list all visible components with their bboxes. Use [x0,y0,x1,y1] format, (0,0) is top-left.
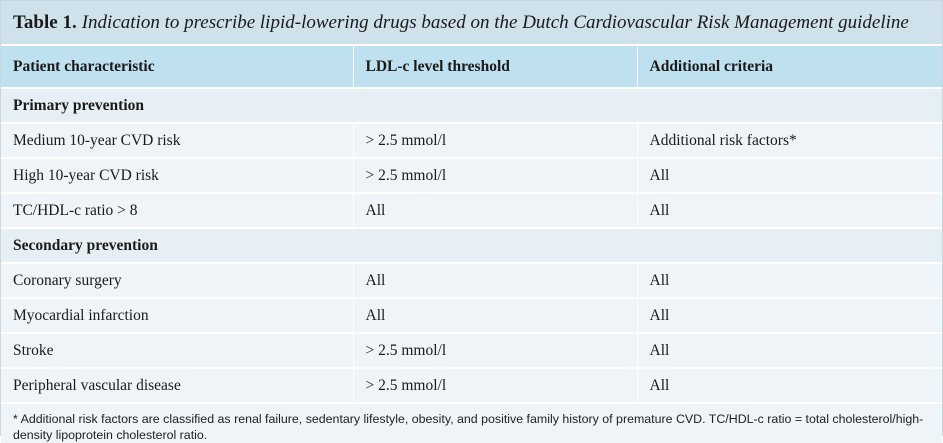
column-header: Patient characteristic [1,46,353,89]
column-header: LDL-c level threshold [352,46,637,89]
header-row: Patient characteristic LDL-c level thres… [1,46,942,89]
table-row: Peripheral vascular disease > 2.5 mmol/l… [1,368,942,404]
table-cell: Stroke [1,333,353,369]
section-title: Secondary prevention [1,228,942,264]
column-header: Additional criteria [636,46,942,89]
table-cell: All [636,368,942,404]
table-cell: > 2.5 mmol/l [352,333,637,369]
table-row: Myocardial infarction All All [1,298,942,334]
table-cell: High 10-year CVD risk [1,158,353,194]
table-cell: All [352,298,637,334]
table-cell: All [636,158,942,194]
table-row: Medium 10-year CVD risk > 2.5 mmol/l Add… [1,123,942,159]
section-row: Primary prevention [1,88,942,124]
section-title: Primary prevention [1,88,942,124]
table-cell: All [352,263,637,299]
table-title: Table 1. Indication to prescribe lipid-l… [1,1,942,46]
table-cell: Additional risk factors* [636,123,942,159]
table-cell: Coronary surgery [1,263,353,299]
table-row: High 10-year CVD risk > 2.5 mmol/l All [1,158,942,194]
table-footnote: * Additional risk factors are classified… [1,404,942,443]
table-cell: All [636,193,942,229]
table-cell: All [352,193,637,229]
section-row: Secondary prevention [1,228,942,264]
table-row: Coronary surgery All All [1,263,942,299]
table-cell: All [636,333,942,369]
table-cell: Medium 10-year CVD risk [1,123,353,159]
data-table: Patient characteristic LDL-c level thres… [1,46,942,404]
table-row: Stroke > 2.5 mmol/l All [1,333,942,369]
table-number: Table 1. [13,11,77,33]
table-cell: TC/HDL-c ratio > 8 [1,193,353,229]
table-cell: > 2.5 mmol/l [352,123,637,159]
table-cell: Myocardial infarction [1,298,353,334]
table-row: TC/HDL-c ratio > 8 All All [1,193,942,229]
table-caption: Indication to prescribe lipid-lowering d… [81,11,909,33]
table-cell: > 2.5 mmol/l [352,368,637,404]
table-cell: Peripheral vascular disease [1,368,353,404]
table-cell: > 2.5 mmol/l [352,158,637,194]
table-cell: All [636,298,942,334]
table-cell: All [636,263,942,299]
